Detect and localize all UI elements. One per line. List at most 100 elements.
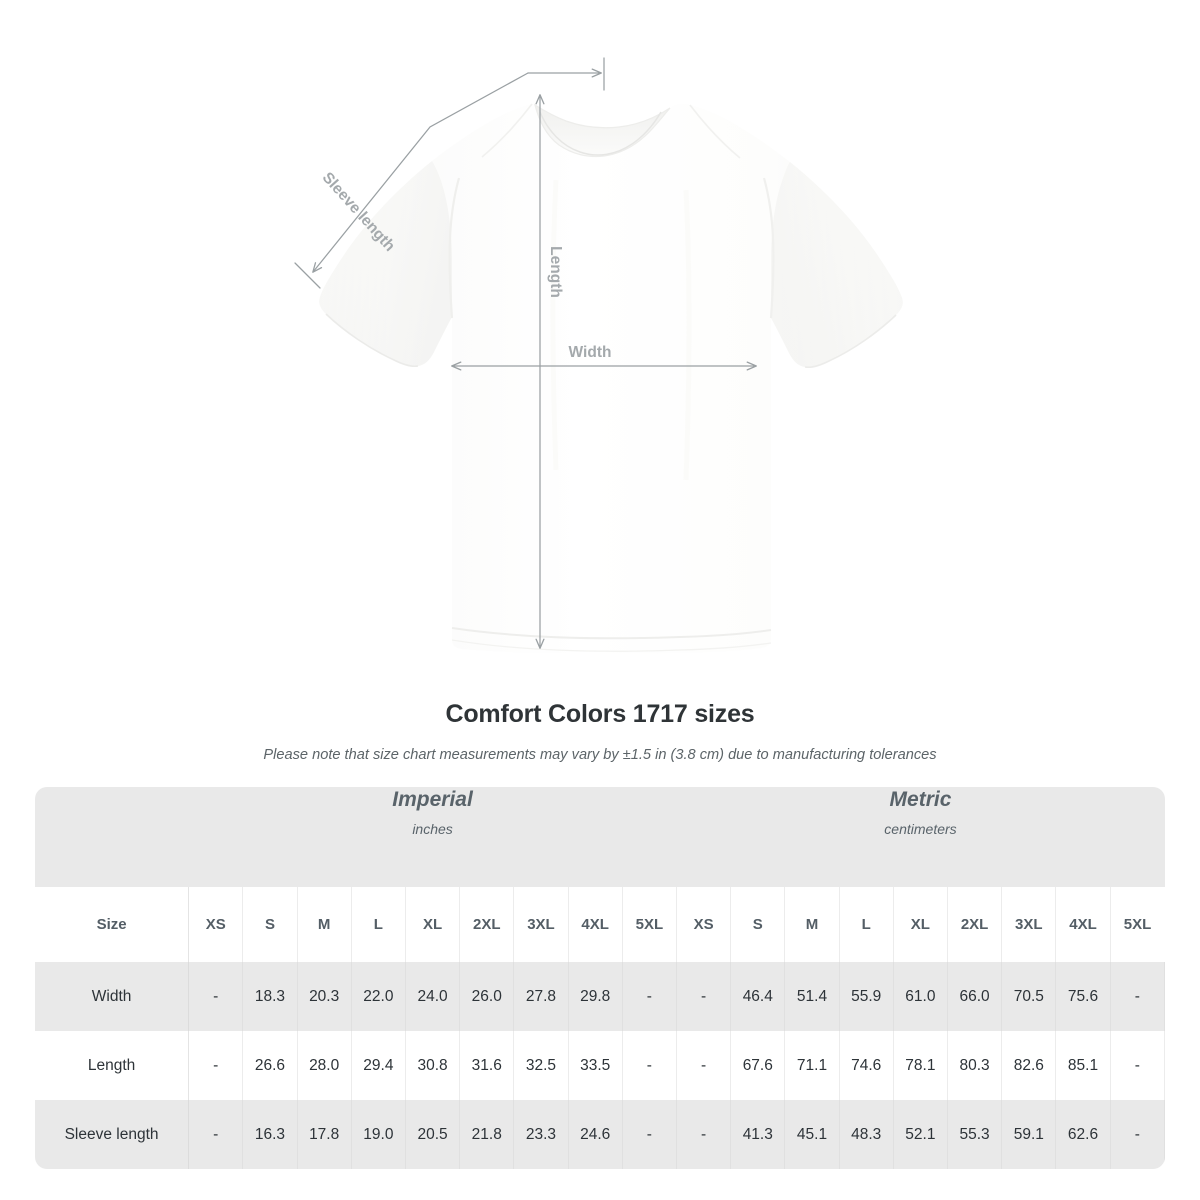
measurement-cell: 27.8 [513, 962, 569, 1031]
measurement-row-label: Width [35, 962, 190, 1031]
measurement-cell: - [622, 962, 677, 1031]
measurement-cell: - [676, 962, 732, 1031]
measurement-cell: - [188, 1100, 244, 1169]
measurement-cell: 24.6 [568, 1100, 623, 1169]
length-label: Length [547, 246, 564, 298]
size-table-container: Imperial inches Metric centimeters Size X… [35, 787, 1165, 1169]
measurement-cell: - [622, 1031, 677, 1100]
size-column-header: L [351, 887, 406, 962]
bottom-hem-line [451, 627, 772, 640]
measurement-cell: 55.3 [947, 1100, 1003, 1169]
measurement-cell: 29.4 [351, 1031, 406, 1100]
size-column-header: 4XL [1055, 887, 1111, 962]
unit-name-imperial: Imperial [392, 788, 473, 811]
chart-heading: Comfort Colors 1717 sizes Please note th… [0, 698, 1200, 765]
size-column-header: 4XL [568, 887, 623, 962]
measurement-cell: 31.6 [459, 1031, 515, 1100]
measurement-cell: - [676, 1031, 732, 1100]
measurement-cell: 46.4 [730, 962, 786, 1031]
table-corner-label: Size [35, 887, 190, 962]
unit-sub-metric: centimeters [884, 821, 957, 837]
measurement-cell: 85.1 [1055, 1031, 1111, 1100]
shirt-body-path [319, 104, 903, 654]
measurement-cell: 71.1 [784, 1031, 840, 1100]
size-column-header: 2XL [459, 887, 515, 962]
sleeve-cuff-tick [294, 262, 321, 289]
measurement-cell: 59.1 [1001, 1100, 1057, 1169]
sleeve-diagonal-line [312, 72, 529, 273]
collar-inner-line [539, 111, 662, 156]
tolerance-note: Please note that size chart measurements… [263, 747, 937, 763]
measurement-cell: 61.0 [893, 962, 948, 1031]
measurement-cell: 32.5 [513, 1031, 569, 1100]
collar-ribbing [533, 103, 671, 158]
right-shoulder-seam [689, 104, 741, 159]
measurement-cell: 26.0 [459, 962, 515, 1031]
right-sleeve-shade [771, 162, 903, 368]
measurement-cell: 78.1 [893, 1031, 948, 1100]
measurement-cell: 20.3 [297, 962, 352, 1031]
size-column-header: 2XL [947, 887, 1003, 962]
measurement-cell: 45.1 [784, 1100, 840, 1169]
right-sleeve-seam [762, 177, 775, 319]
size-column-header: 5XL [622, 887, 677, 962]
measurement-cell: 20.5 [405, 1100, 461, 1169]
width-label: Width [569, 344, 612, 361]
size-column-header: S [730, 887, 786, 962]
measurement-cell: 17.8 [297, 1100, 352, 1169]
measurement-cell: - [1110, 1100, 1165, 1169]
size-column-header: 3XL [513, 887, 569, 962]
measurement-annotations [294, 57, 757, 649]
page-title: Comfort Colors 1717 sizes [445, 700, 755, 728]
sleeve-length-annotation [294, 57, 605, 289]
measurement-cell: 75.6 [1055, 962, 1111, 1031]
measurement-cell: 74.6 [839, 1031, 894, 1100]
measurement-cell: 67.6 [730, 1031, 786, 1100]
size-column-header: XL [405, 887, 461, 962]
measurement-cell: 62.6 [1055, 1100, 1111, 1169]
table-row: Width -18.3 20.3 22.0 24.0 26.0 27.8 29.8- -46.4… [35, 962, 1165, 1031]
measurement-cell: 21.8 [459, 1100, 515, 1169]
measurement-cell: 18.3 [242, 962, 298, 1031]
left-sleeve-seam [448, 177, 461, 319]
measurement-cell: 29.8 [568, 962, 623, 1031]
left-sleeve-shade [319, 161, 452, 367]
measurement-cell: 51.4 [784, 962, 840, 1031]
right-sleeve-hem [804, 314, 897, 369]
measurement-cell: 55.9 [839, 962, 894, 1031]
size-column-header: M [784, 887, 840, 962]
body-fold-left [550, 179, 559, 471]
measurement-cell: 19.0 [351, 1100, 406, 1169]
measurement-cell: - [676, 1100, 732, 1169]
measurement-cell: - [188, 962, 244, 1031]
measurement-cell: - [188, 1031, 244, 1100]
size-column-header: M [297, 887, 352, 962]
bottom-hem-edge [451, 639, 772, 652]
table-row: Length -26.6 28.0 29.4 30.8 31.6 32.5 33.5- -67.… [35, 1031, 1165, 1100]
body-fold-right [683, 189, 692, 481]
left-sleeve-hem [325, 313, 419, 368]
size-column-header: XL [893, 887, 948, 962]
size-column-header: XS [676, 887, 732, 962]
tshirt-illustration [319, 103, 903, 654]
unit-name-metric: Metric [889, 788, 952, 811]
measurement-cell: - [1110, 1031, 1165, 1100]
measurement-cell: 70.5 [1001, 962, 1057, 1031]
measurement-cell: 22.0 [351, 962, 406, 1031]
size-column-header: XS [188, 887, 244, 962]
measurement-cell: - [1110, 962, 1165, 1031]
measurement-cell: 23.3 [513, 1100, 569, 1169]
table-row: Sleeve length -16.3 17.8 19.0 20.5 21.8 23.3 24… [35, 1100, 1165, 1169]
measurement-cell: 24.0 [405, 962, 461, 1031]
unit-system-row: Imperial inches Metric centimeters [35, 787, 1165, 887]
tshirt-measurement-diagram: Sleeve length Length Width [294, 57, 903, 654]
measurement-cell: 48.3 [839, 1100, 894, 1169]
size-column-header: L [839, 887, 894, 962]
measurement-cell: 41.3 [730, 1100, 786, 1169]
size-column-header: 3XL [1001, 887, 1057, 962]
unit-row-spacer [35, 787, 189, 887]
measurement-row-label: Sleeve length [35, 1100, 190, 1169]
measurement-cell: 26.6 [242, 1031, 298, 1100]
measurement-cell: 30.8 [405, 1031, 461, 1100]
